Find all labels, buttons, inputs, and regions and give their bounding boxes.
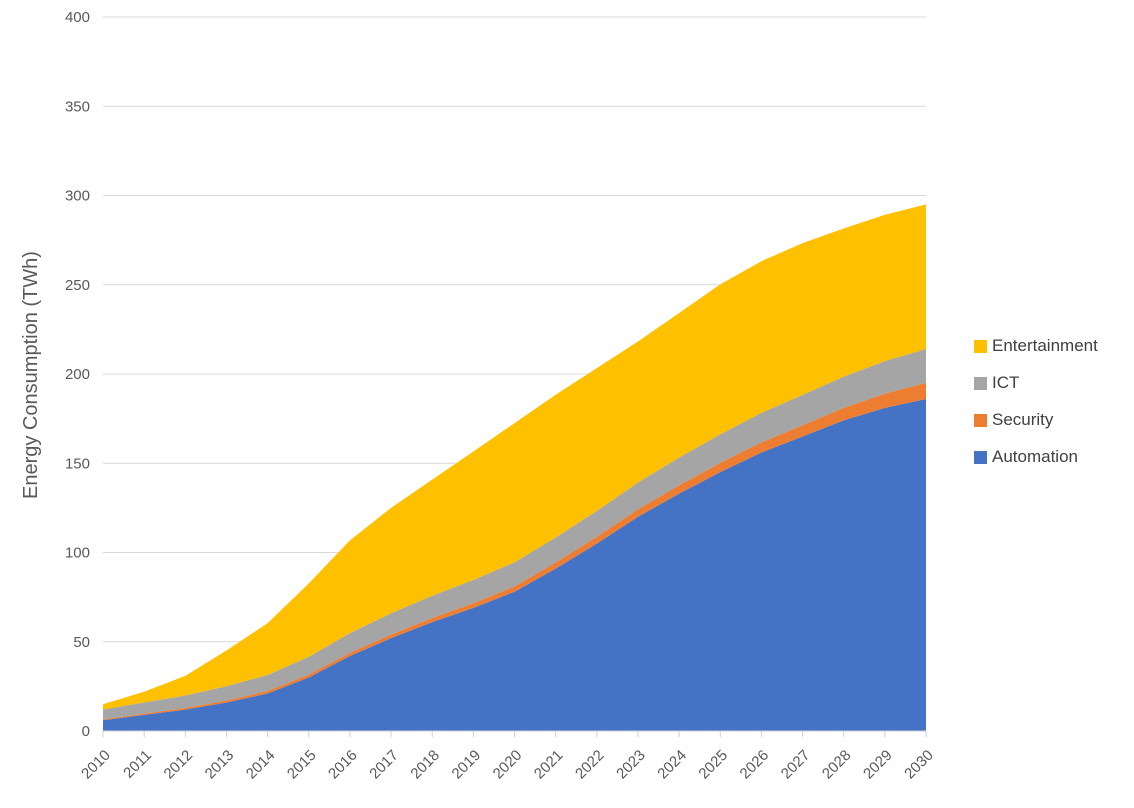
y-tick-label: 250	[65, 277, 90, 294]
area-series-automation	[103, 398, 926, 731]
legend-label-ict: ICT	[992, 373, 1020, 392]
x-tick-label: 2024	[654, 747, 690, 783]
x-tick-label: 2026	[737, 747, 773, 783]
legend-label-automation: Automation	[992, 447, 1078, 466]
legend-swatch-security	[974, 413, 987, 427]
y-tick-label: 100	[65, 545, 90, 562]
y-tick-label: 200	[65, 366, 90, 383]
x-tick-label: 2020	[490, 747, 526, 783]
y-tick-label: 0	[82, 723, 90, 740]
x-tick-label: 2019	[449, 747, 485, 783]
y-tick-label: 350	[65, 98, 90, 115]
x-tick-label: 2030	[901, 747, 937, 783]
x-tick-label: 2014	[243, 747, 279, 783]
legend-item-security: Security	[974, 410, 1098, 430]
legend-swatch-ict	[974, 376, 987, 390]
x-tick-label: 2022	[572, 747, 608, 783]
x-tick-label: 2011	[120, 747, 155, 782]
x-tick-label: 2016	[325, 747, 361, 783]
area-series-security	[103, 382, 926, 721]
area-series-entertainment	[103, 204, 926, 710]
y-tick-label: 50	[73, 634, 90, 651]
legend-item-ict: ICT	[974, 373, 1098, 393]
legend-swatch-entertainment	[974, 339, 987, 353]
x-tick-label: 2029	[860, 747, 896, 783]
x-tick-label: 2027	[778, 747, 814, 783]
x-tick-label: 2018	[407, 747, 443, 783]
x-tick-label: 2021	[531, 747, 567, 783]
y-tick-label: 400	[65, 9, 90, 26]
x-tick-label: 2010	[78, 747, 114, 783]
legend-swatch-automation	[974, 450, 987, 464]
x-tick-label: 2028	[819, 747, 855, 783]
x-tick-label: 2025	[695, 747, 731, 783]
x-tick-label: 2013	[202, 747, 238, 783]
legend: Entertainment ICT Security Automation	[974, 336, 1098, 467]
legend-item-automation: Automation	[974, 447, 1098, 467]
x-tick-label: 2015	[284, 747, 320, 783]
legend-item-entertainment: Entertainment	[974, 336, 1098, 356]
legend-label-security: Security	[992, 410, 1054, 429]
y-tick-label: 150	[65, 455, 90, 472]
legend-label-entertainment: Entertainment	[992, 336, 1098, 355]
x-tick-label: 2023	[613, 747, 649, 783]
y-tick-label: 300	[65, 188, 90, 205]
x-tick-label: 2012	[161, 747, 197, 783]
area-series-ict	[103, 349, 926, 720]
x-tick-label: 2017	[366, 747, 402, 783]
